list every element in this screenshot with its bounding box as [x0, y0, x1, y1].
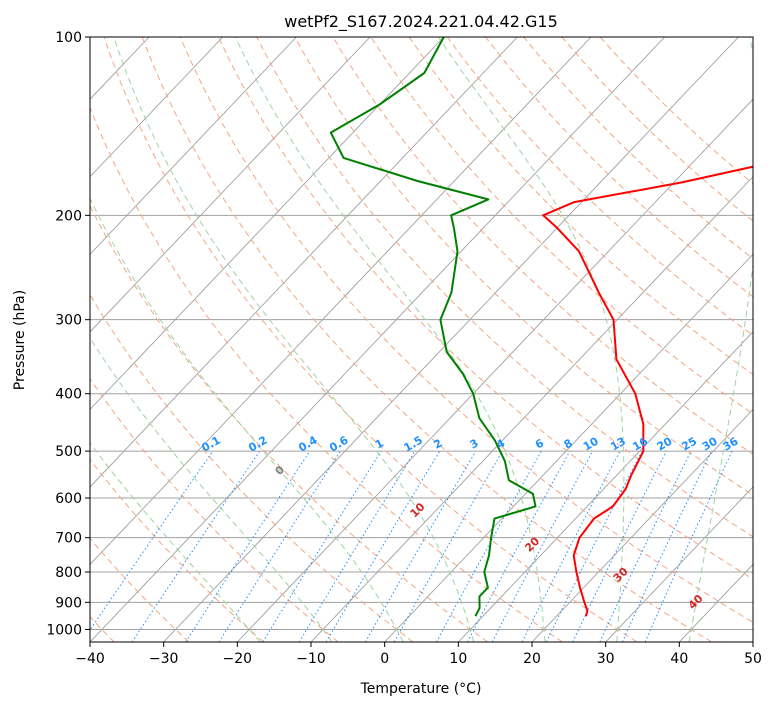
- mixing-ratio-line: [90, 450, 214, 631]
- isotherm-line: [384, 253, 753, 642]
- x-tick-label: 40: [670, 651, 688, 667]
- mixing-ratio-line: [393, 450, 503, 642]
- mixing-ratio-line: [218, 450, 341, 642]
- chart-title: wetPf2_S167.2024.221.04.42.G15: [284, 12, 558, 32]
- x-tick-label: 20: [523, 651, 541, 667]
- isotherm-line: [163, 37, 739, 642]
- isotherm-line: [237, 98, 753, 642]
- dry-adiabat-line: [217, 37, 753, 580]
- isotherm-line: [679, 563, 753, 642]
- x-tick-label: −30: [149, 651, 179, 667]
- plot-grid: [0, 37, 775, 642]
- y-tick-label: 600: [55, 491, 82, 507]
- dry-adiabat-line: [370, 37, 753, 415]
- moist-adiabat-line: [90, 336, 333, 642]
- dry-adiabat-line: [332, 37, 753, 455]
- mixing-ratio-tick-label: 4: [494, 436, 507, 451]
- axes: −40 −30 −20 −10 0 10 20 30 40 5010020030040050060…: [46, 30, 762, 667]
- dry-adiabat-line: [256, 37, 753, 538]
- y-tick-label: 100: [55, 30, 82, 46]
- isotherm-line: [90, 37, 518, 488]
- dry-adiabat-line: [90, 537, 190, 642]
- mixing-ratio-line: [467, 450, 571, 642]
- mixing-ratio-line: [131, 450, 261, 642]
- y-tick-label: 300: [55, 313, 82, 329]
- mixing-ratio-line: [185, 450, 311, 642]
- mixing-ratio-line: [599, 450, 692, 642]
- x-tick-label: 10: [449, 651, 467, 667]
- y-tick-label: 800: [55, 565, 82, 581]
- x-tick-label: 0: [380, 651, 389, 667]
- dry-adiabat-line: [599, 37, 753, 185]
- mixing-ratio-line: [262, 450, 382, 642]
- y-tick-label: 900: [55, 595, 82, 611]
- isotherm-line: [90, 37, 224, 178]
- isotherm-line: [458, 331, 753, 642]
- dry-adiabat-line: [523, 37, 753, 260]
- dry-adiabat-line: [446, 37, 753, 336]
- x-tick-label: −40: [75, 651, 105, 667]
- dry-adiabat-line: [90, 106, 563, 642]
- mixing-ratio-tick-label: 3: [468, 437, 481, 452]
- dry-adiabat-line: [103, 37, 638, 642]
- dry-adiabat-line: [90, 293, 414, 642]
- y-tick-label: 500: [55, 444, 82, 460]
- plot-frame: [89, 36, 754, 643]
- isotherm-line: [90, 37, 297, 255]
- x-tick-label: −10: [296, 651, 326, 667]
- y-tick-label: 1000: [46, 622, 82, 638]
- moist-adiabat-line: [762, 37, 775, 642]
- temperature-profile-line: [542, 165, 753, 617]
- mixing-ratio-tick-label: 2: [431, 437, 444, 452]
- mixing-ratio-line: [644, 450, 733, 642]
- plot-series: [329, 37, 753, 617]
- y-tick-label: 400: [55, 387, 82, 403]
- moist-adiabat-tick-label: 0: [273, 463, 288, 478]
- moist-adiabat-line: [113, 37, 475, 642]
- dry-adiabat-line: [179, 37, 753, 623]
- mixing-ratio-line: [298, 450, 416, 642]
- moist-adiabat-tick-label: 10: [408, 500, 428, 520]
- isotherm-line: [90, 37, 666, 642]
- dry-adiabat-line: [90, 458, 264, 642]
- y-axis-label: Pressure (hPa): [12, 290, 28, 390]
- dry-adiabat-line: [561, 37, 753, 222]
- mixing-ratio-line: [572, 450, 667, 642]
- moist-adiabat-line: [235, 37, 546, 642]
- x-tick-label: 50: [744, 651, 762, 667]
- isotherm-line: [90, 37, 445, 411]
- isotherm-line: [90, 37, 592, 566]
- mixing-ratio-line: [545, 450, 643, 642]
- y-tick-label: 700: [55, 531, 82, 547]
- x-axis-label: Temperature (°C): [360, 681, 482, 697]
- y-tick-label: 200: [55, 208, 82, 224]
- mixing-ratio-line: [435, 450, 542, 642]
- mixing-ratio-tick-label: 6: [533, 436, 546, 451]
- dewpoint-profile-line: [329, 37, 537, 617]
- isotherm-line: [605, 486, 753, 642]
- x-tick-label: 30: [597, 651, 615, 667]
- isotherm-line: [531, 408, 753, 642]
- mixing-ratio-line: [364, 450, 477, 642]
- moist-adiabat-line: [688, 37, 753, 642]
- moist-adiabat-line: [90, 197, 404, 642]
- isotherm-line: [90, 37, 371, 333]
- moist-adiabat-line: [90, 441, 261, 642]
- moist-adiabat-tick-label: 40: [686, 592, 706, 612]
- dry-adiabat-line: [90, 377, 339, 642]
- isotherm-line: [752, 641, 753, 642]
- dry-adiabat-line: [294, 37, 753, 496]
- dry-adiabat-line: [408, 37, 753, 375]
- moist-adiabat-tick-label: 30: [611, 565, 631, 585]
- isotherm-line: [0, 37, 2, 642]
- dry-adiabat-line: [141, 37, 712, 642]
- x-tick-label: −20: [223, 651, 253, 667]
- mixing-ratio-tick-label: 1: [373, 437, 386, 452]
- dry-adiabat-line: [90, 204, 488, 642]
